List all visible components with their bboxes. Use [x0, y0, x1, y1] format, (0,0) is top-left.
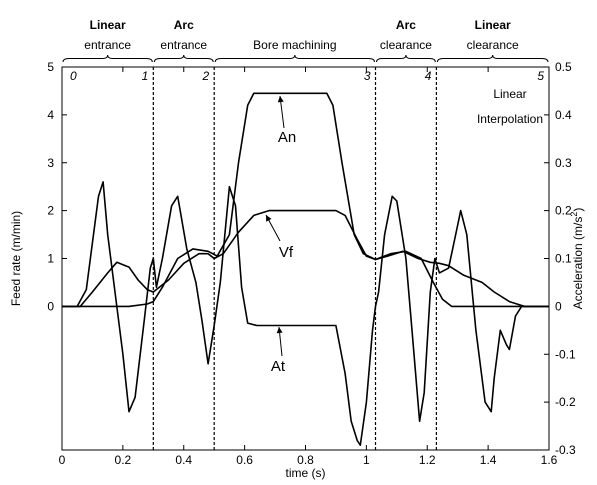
phase-title: Arc	[396, 18, 416, 32]
phase-point-label: 3	[364, 69, 371, 83]
x-axis-label: time (s)	[286, 466, 326, 480]
phase-brace	[376, 54, 436, 63]
annotation-line: Linear	[493, 87, 526, 101]
y-left-tick-label: 1	[47, 252, 54, 266]
phase-subtitle: Bore machining	[253, 38, 336, 52]
y-right-tick-label: 0.2	[555, 204, 572, 218]
series-label-arrowhead	[276, 327, 283, 334]
series-line-at	[62, 181, 549, 446]
y-left-tick-label: 5	[47, 60, 54, 74]
series-label-arrowhead	[266, 215, 272, 222]
phase-subtitle: clearance	[467, 38, 519, 52]
phase-point-label: 4	[425, 69, 432, 83]
phase-point-label: 1	[142, 69, 149, 83]
x-tick-label: 0.4	[175, 453, 192, 467]
axis-ticks: 0 0.2 0.4 0.6 0.8 1 1.2 1.4 1.6 0 1 2 3 4 5 -0.3 -0.2 -0.…	[47, 60, 576, 467]
labels: time (s) Feed rate (m/min) Acceleration (m…	[9, 69, 585, 480]
y-right-tick-label: -0.3	[555, 443, 576, 457]
series-label: At	[271, 358, 286, 375]
y-right-tick-label: -0.1	[555, 347, 576, 361]
y-left-tick-label: 0	[47, 299, 54, 313]
x-tick-label: 0.8	[297, 453, 314, 467]
phase-title: Arc	[174, 18, 194, 32]
series-line-vf	[62, 209, 549, 308]
x-tick-label: 1.6	[541, 453, 558, 467]
series-line-an	[62, 92, 549, 308]
y-right-tick-label: 0.3	[555, 156, 572, 170]
phase-subtitle: entrance	[160, 38, 207, 52]
y-left-tick-label: 3	[47, 156, 54, 170]
phase-subtitle: entrance	[84, 38, 131, 52]
y-right-tick-label: 0.5	[555, 60, 572, 74]
series-label: Vf	[279, 244, 294, 261]
x-tick-label: 1.4	[480, 453, 497, 467]
phase-brace	[214, 54, 376, 63]
phase-header: Linear entrance Arc entrance Bore machining A…	[62, 18, 549, 63]
x-tick-label: 1.2	[419, 453, 436, 467]
series-label-arrowhead	[277, 96, 284, 103]
y-right-axis-label: Acceleration (m/s2)	[569, 208, 585, 310]
series-lines	[62, 92, 549, 446]
phase-brace	[436, 54, 549, 63]
x-tick-label: 0.6	[236, 453, 253, 467]
series-label: An	[278, 129, 296, 146]
x-tick-label: 1	[363, 453, 370, 467]
y-right-tick-label: -0.2	[555, 395, 576, 409]
phase-subtitle: clearance	[380, 38, 432, 52]
y-left-tick-label: 4	[47, 108, 54, 122]
phase-title: Linear	[475, 18, 511, 32]
phase-dividers	[152, 67, 437, 450]
phase-brace	[153, 54, 214, 63]
y-left-axis-label: Feed rate (m/min)	[9, 211, 23, 306]
phase-point-label: 5	[537, 69, 544, 83]
y-right-tick-label: 0.1	[555, 252, 572, 266]
x-tick-label: 0.2	[115, 453, 132, 467]
x-tick-label: 0	[59, 453, 66, 467]
phase-point-label: 0	[70, 69, 77, 83]
annotation-line: Interpolation	[477, 112, 543, 126]
y-left-tick-label: 2	[47, 204, 54, 218]
phase-brace	[62, 54, 153, 63]
y-right-tick-label: 0	[555, 299, 562, 313]
phase-point-label: 2	[202, 69, 210, 83]
y-right-tick-label: 0.4	[555, 108, 572, 122]
phase-title: Linear	[90, 18, 126, 32]
